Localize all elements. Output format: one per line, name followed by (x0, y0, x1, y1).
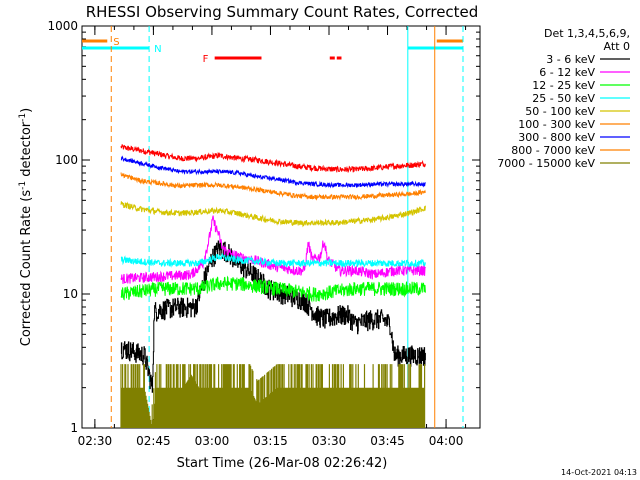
legend-header-line1: Det 1,3,4,5,6,9, (544, 27, 630, 40)
y-axis: 1 10 100 1000 (47, 19, 480, 435)
series-line-25-50-kev (120, 253, 426, 269)
legend-label: 6 - 12 keV (539, 66, 595, 79)
series-line-300-800-kev (120, 155, 426, 189)
y-axis-label-exp1: -1 (18, 181, 28, 190)
x-axis: 02:30 02:45 03:00 03:15 03:30 03:45 04:00 (78, 26, 467, 448)
legend-label: 800 - 7000 keV (511, 144, 595, 157)
y-tick-label: 1 (70, 421, 78, 435)
flag-f-label: F (203, 54, 209, 65)
x-tick-label: 03:00 (195, 434, 230, 448)
x-axis-label: Start Time (26-Mar-08 02:26:42) (177, 456, 388, 471)
legend-label: 50 - 100 keV (525, 105, 595, 118)
series-line-3-6-kev (120, 240, 426, 393)
legend-label: 300 - 800 keV (518, 131, 595, 144)
series-line-7000-15000-kev (120, 364, 426, 428)
x-tick-label: 03:15 (253, 434, 288, 448)
legend-header-line2: Att 0 (604, 40, 630, 53)
x-tick-label: 04:00 (429, 434, 464, 448)
y-axis-label: Corrected Count Rate (s-1 detector-1) (18, 108, 34, 346)
legend-label: 100 - 300 keV (518, 118, 595, 131)
legend-label: 25 - 50 keV (532, 92, 595, 105)
legend-label: 3 - 6 keV (546, 53, 595, 66)
x-tick-label: 02:45 (136, 434, 171, 448)
x-tick-label: 02:30 (78, 434, 113, 448)
series-line-red (120, 144, 426, 173)
series-line-100-300-kev (120, 172, 426, 201)
y-axis-label-main: Corrected Count Rate (s (19, 190, 34, 347)
flag-n-label: N (154, 44, 161, 55)
y-axis-label-close: ) (19, 108, 34, 113)
legend-label: 12 - 25 keV (532, 79, 595, 92)
series-line-12-25-kev (120, 275, 426, 303)
y-tick-label: 10 (63, 287, 78, 301)
x-tick-label: 03:30 (312, 434, 347, 448)
plot-area: 1 10 100 1000 02:30 02:45 03:00 03:15 03:30 03:45… (47, 19, 481, 448)
series-lines (120, 144, 426, 428)
y-axis-label-exp2: -1 (18, 113, 28, 122)
y-tick-label: 100 (55, 153, 78, 167)
x-tick-label: 03:45 (370, 434, 405, 448)
footer-date: 14-Oct-2021 04:13 (561, 468, 637, 477)
y-axis-label-tail: detector (19, 121, 34, 181)
chart-title: RHESSI Observing Summary Count Rates, Co… (86, 3, 479, 21)
series-line-6-12-kev (120, 215, 426, 285)
flag-markers: S N F (82, 37, 463, 65)
series-line-50-100-kev (120, 201, 426, 228)
flag-s-label: S (113, 37, 119, 48)
legend-label: 7000 - 15000 keV (497, 157, 595, 170)
y-tick-label: 1000 (47, 19, 78, 33)
